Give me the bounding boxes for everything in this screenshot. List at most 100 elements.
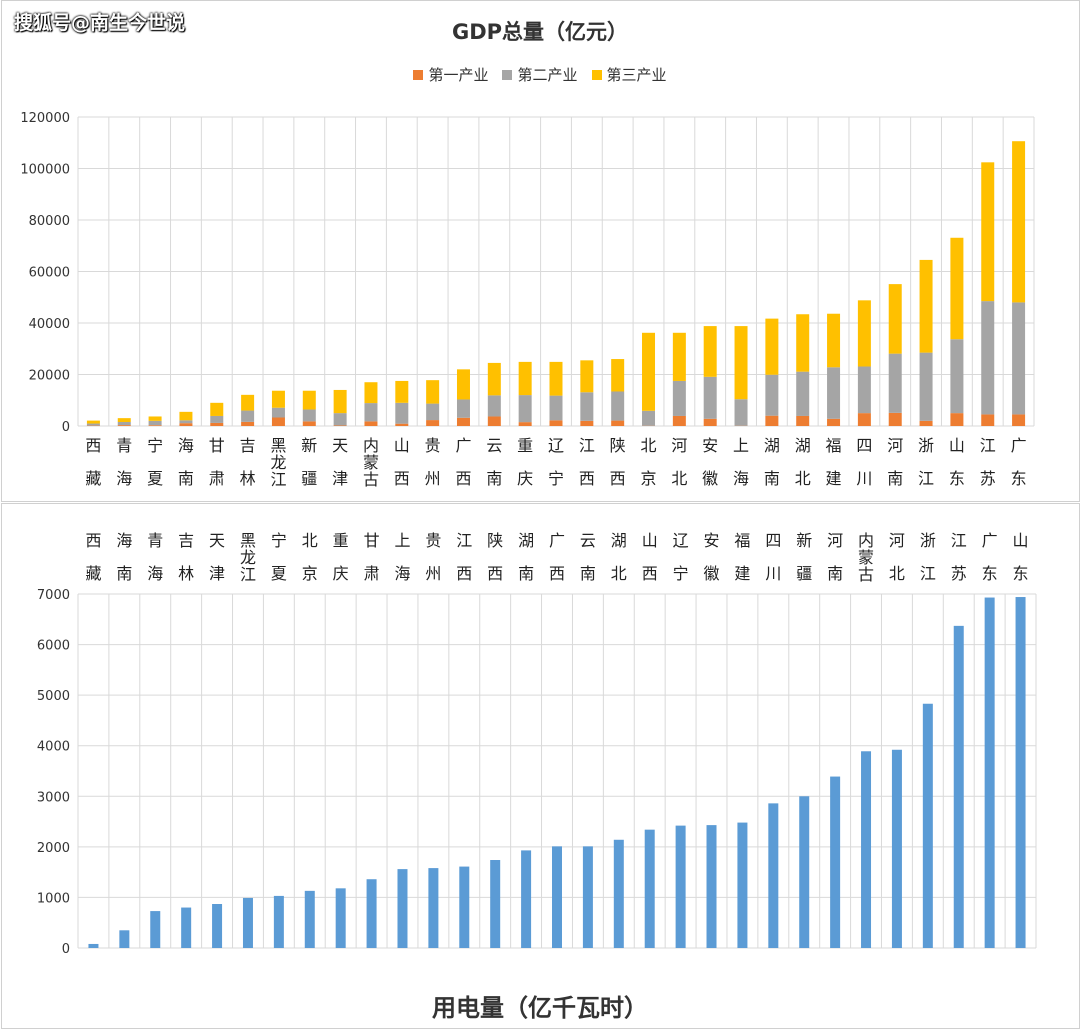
power-bar-28 — [953, 625, 964, 948]
power-category-label-10-char-0: 上 — [394, 531, 410, 550]
gdp-bar-primary-8 — [333, 425, 347, 426]
gdp-category-label-7-char-0: 新 — [301, 436, 317, 455]
power-bar-23 — [799, 796, 810, 948]
power-bar-20 — [706, 825, 717, 948]
gdp-bar-tertiary-8 — [333, 389, 347, 414]
gdp-bar-primary-15 — [549, 420, 563, 426]
legend-item-primary: 第一产业 — [413, 64, 488, 85]
gdp-bar-primary-5 — [241, 421, 255, 426]
gdp-bar-secondary-8 — [333, 413, 347, 426]
gdp-category-label-13-char-0: 云 — [486, 436, 502, 455]
power-category-label-13-char-1: 西 — [487, 564, 503, 583]
power-category-label-7-char-1: 京 — [302, 564, 318, 583]
power-ytick-label-6: 6000 — [37, 639, 70, 654]
gdp-bar-primary-28 — [950, 413, 964, 426]
gdp-category-label-12-char-0: 广 — [455, 436, 471, 455]
gdp-category-label-25-char-1: 川 — [856, 469, 872, 488]
gdp-category-label-9-char-1: 蒙 — [363, 453, 379, 472]
gdp-bar-tertiary-14 — [518, 361, 532, 396]
gdp-bar-primary-24 — [827, 418, 841, 426]
power-bar-29 — [984, 597, 995, 948]
gdp-category-label-10-char-1: 西 — [394, 469, 410, 488]
gdp-bar-tertiary-6 — [271, 390, 285, 408]
power-category-label-15-char-0: 广 — [549, 531, 565, 550]
gdp-ytick-label-2: 40000 — [29, 317, 70, 332]
gdp-bar-secondary-17 — [611, 391, 625, 421]
power-category-label-3-char-1: 林 — [178, 564, 194, 583]
gdp-bar-tertiary-7 — [302, 390, 316, 410]
gdp-bar-tertiary-18 — [642, 332, 656, 411]
gdp-bar-secondary-11 — [426, 403, 440, 421]
power-category-label-18-char-0: 山 — [642, 531, 658, 550]
power-category-label-30-char-1: 东 — [1013, 564, 1029, 583]
power-category-label-27-char-1: 江 — [920, 564, 936, 583]
power-category-label-16-char-1: 南 — [580, 564, 596, 583]
gdp-bar-primary-29 — [981, 414, 995, 426]
gdp-bar-tertiary-22 — [765, 318, 779, 375]
gdp-category-label-4-char-1: 肃 — [209, 469, 225, 488]
gdp-bar-tertiary-4 — [210, 402, 224, 416]
gdp-bar-primary-17 — [611, 420, 625, 426]
gdp-bar-primary-22 — [765, 415, 779, 426]
power-bar-10 — [397, 869, 408, 948]
gdp-category-label-24-char-1: 建 — [826, 469, 842, 488]
power-bar-16 — [582, 846, 593, 948]
gdp-category-label-6-char-1: 龙 — [270, 453, 286, 472]
power-bar-0 — [88, 943, 99, 948]
power-ytick-label-0: 0 — [62, 942, 70, 957]
power-ytick-label-4: 4000 — [37, 740, 70, 755]
power-category-label-18-char-1: 西 — [642, 564, 658, 583]
gdp-bar-secondary-23 — [796, 371, 810, 416]
power-category-label-28-char-0: 江 — [951, 531, 967, 550]
gdp-bar-secondary-30 — [1012, 302, 1026, 415]
power-bar-14 — [521, 850, 532, 948]
gdp-ytick-label-1: 20000 — [29, 369, 70, 384]
gdp-bar-secondary-5 — [241, 410, 255, 422]
power-ytick-label-5: 5000 — [37, 689, 70, 704]
power-bar-1 — [119, 930, 130, 948]
gdp-bar-tertiary-1 — [117, 418, 131, 423]
gdp-bar-tertiary-9 — [364, 382, 378, 404]
power-category-label-2-char-0: 青 — [147, 531, 163, 550]
power-category-label-4-char-1: 津 — [209, 564, 225, 583]
gdp-category-label-16-char-0: 江 — [579, 436, 595, 455]
gdp-category-label-17-char-1: 西 — [610, 469, 626, 488]
gdp-category-label-10-char-0: 山 — [394, 436, 410, 455]
power-category-label-25-char-2: 古 — [858, 565, 874, 584]
gdp-bar-secondary-19 — [672, 380, 686, 416]
gdp-bar-secondary-3 — [179, 420, 193, 424]
gdp-bar-secondary-24 — [827, 367, 841, 419]
power-category-label-25-char-0: 内 — [858, 531, 874, 550]
gdp-bar-secondary-13 — [487, 395, 501, 417]
gdp-category-label-9-char-0: 内 — [363, 436, 379, 455]
gdp-bar-tertiary-19 — [672, 332, 686, 381]
gdp-category-label-19-char-1: 北 — [671, 469, 687, 488]
gdp-bar-primary-3 — [179, 423, 193, 426]
power-category-label-29-char-0: 广 — [982, 531, 998, 550]
gdp-category-label-25-char-0: 四 — [856, 436, 872, 455]
gdp-bar-tertiary-13 — [487, 362, 501, 396]
gdp-category-label-4-char-0: 甘 — [209, 436, 225, 455]
power-bar-19 — [675, 825, 686, 948]
power-category-label-26-char-1: 北 — [889, 564, 905, 583]
gdp-bar-secondary-2 — [148, 420, 162, 426]
gdp-category-label-26-char-0: 河 — [887, 436, 903, 455]
power-category-label-17-char-1: 北 — [611, 564, 627, 583]
power-category-label-19-char-1: 宁 — [673, 564, 689, 583]
gdp-bar-primary-7 — [302, 421, 316, 426]
power-category-label-8-char-1: 庆 — [333, 564, 349, 583]
gdp-bar-primary-11 — [426, 420, 440, 426]
power-category-label-24-char-0: 河 — [827, 531, 843, 550]
gdp-category-label-5-char-0: 吉 — [240, 436, 256, 455]
power-category-label-28-char-1: 苏 — [951, 564, 967, 583]
power-category-label-7-char-0: 北 — [302, 531, 318, 550]
gdp-legend: 第一产业 第二产业 第三产业 — [0, 64, 1080, 85]
power-bar-12 — [459, 866, 470, 948]
gdp-category-label-1-char-0: 青 — [116, 436, 132, 455]
power-category-label-24-char-1: 南 — [827, 564, 843, 583]
power-bar-7 — [304, 890, 315, 948]
gdp-bar-secondary-25 — [857, 366, 871, 414]
power-bar-17 — [613, 839, 624, 948]
power-bar-30 — [1015, 597, 1026, 948]
